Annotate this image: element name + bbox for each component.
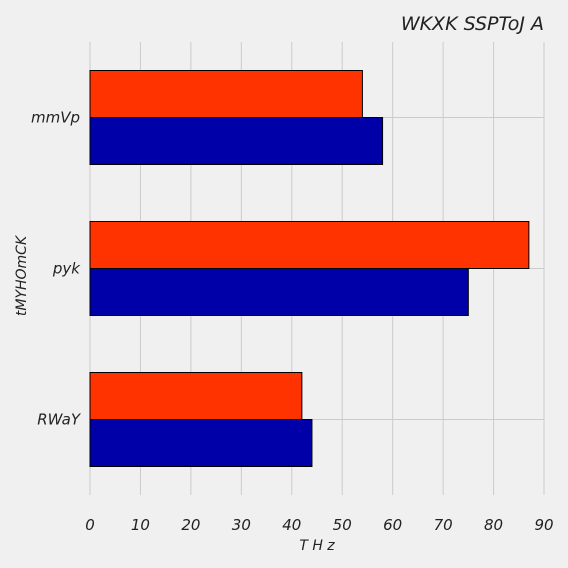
x-tick-label: 90 bbox=[534, 516, 553, 534]
x-tick-label: 20 bbox=[181, 516, 200, 534]
y-tick-label: RWaY bbox=[37, 411, 82, 429]
y-tick-label: mmVp bbox=[31, 109, 80, 127]
x-tick-label: 50 bbox=[333, 516, 352, 534]
bar-series-2-mmVp bbox=[89, 117, 384, 165]
y-tick-labels: mmVp pyk RWaY bbox=[31, 109, 82, 429]
bar-series-2-RWaY bbox=[89, 419, 313, 467]
chart-title: WKXK SSPToJ A bbox=[401, 13, 544, 35]
y-tick-label: pyk bbox=[52, 260, 81, 278]
bar-series-2-pyk bbox=[89, 268, 469, 316]
bar-series-1-RWaY bbox=[89, 372, 303, 420]
x-tick-label: 60 bbox=[383, 516, 402, 534]
x-tick-label: 0 bbox=[85, 516, 95, 534]
y-axis-label: tMYHOmCK bbox=[14, 234, 30, 316]
x-tick-label: 80 bbox=[484, 516, 503, 534]
bar-series-1-mmVp bbox=[89, 70, 363, 118]
x-tick-label: 40 bbox=[282, 516, 301, 534]
bar-series-1-pyk bbox=[89, 221, 530, 269]
x-tick-label: 30 bbox=[232, 516, 251, 534]
x-axis-label: T H z bbox=[299, 538, 335, 554]
x-tick-labels: 0 10 20 30 40 50 60 70 80 90 bbox=[85, 516, 553, 534]
x-tick-label: 70 bbox=[434, 516, 453, 534]
x-tick-label: 10 bbox=[131, 516, 150, 534]
bars bbox=[89, 70, 530, 467]
